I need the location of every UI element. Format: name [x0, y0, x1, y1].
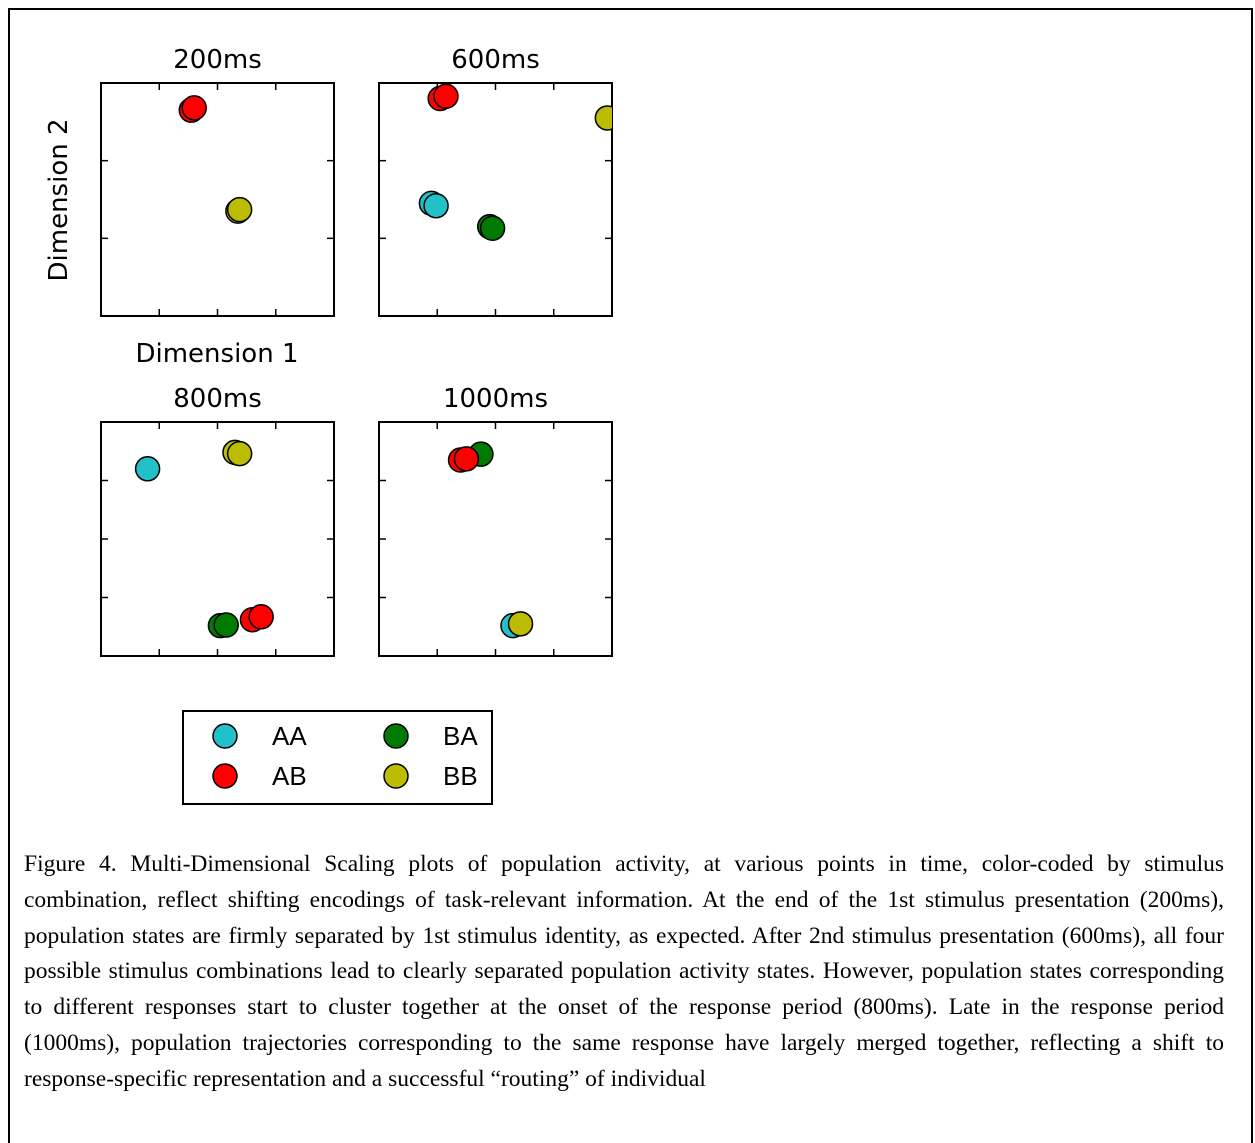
- point-BB: [507, 611, 534, 637]
- legend-label: AA: [272, 721, 307, 751]
- point-BB: [594, 105, 612, 131]
- panels: 200ms 600ms 800ms 1000ms: [100, 45, 613, 657]
- point-BA: [213, 612, 239, 638]
- points: [418, 83, 612, 241]
- legend-label: AB: [272, 761, 307, 791]
- point-AB: [181, 95, 207, 121]
- panel-600ms: 600ms: [378, 45, 613, 317]
- panel-title: 200ms: [173, 45, 262, 75]
- point-AA: [134, 456, 161, 482]
- y-axis-label: Dimension 2: [44, 118, 74, 281]
- legend-box: [182, 710, 493, 805]
- plot-area: [378, 82, 613, 317]
- point-BA: [479, 215, 506, 241]
- point-BB: [226, 440, 253, 467]
- point-BB: [226, 196, 253, 223]
- panel-title: 800ms: [173, 384, 262, 414]
- legend-label: BB: [443, 761, 478, 791]
- legend: AA BA AB BB: [182, 710, 493, 805]
- panel-800ms: 800ms: [100, 384, 335, 657]
- point-AB: [248, 604, 274, 630]
- panel-title: 600ms: [451, 45, 540, 75]
- legend-marker-BA: [383, 723, 409, 749]
- points: [134, 439, 274, 639]
- plot-area: [100, 82, 335, 317]
- panel-title: 1000ms: [443, 384, 548, 414]
- legend-marker-BB: [383, 763, 409, 789]
- figure-caption: Figure 4. Multi-Dimensional Scaling plot…: [24, 851, 1224, 1092]
- scatter-figure: Dimension 2 Dimension 1 200ms 600ms 800ms 1…: [44, 45, 613, 805]
- figure-frame: [8, 8, 1253, 1143]
- legend-marker-AB: [212, 763, 238, 789]
- points: [178, 95, 253, 224]
- plot-area: [378, 421, 613, 657]
- point-AB: [453, 446, 480, 472]
- panel-200ms: 200ms: [100, 45, 335, 317]
- points: [447, 441, 534, 639]
- x-axis-label: Dimension 1: [135, 339, 298, 369]
- point-AA: [423, 192, 449, 219]
- point-AB: [433, 83, 459, 109]
- panel-1000ms: 1000ms: [378, 384, 613, 657]
- legend-label: BA: [443, 721, 478, 751]
- legend-marker-AA: [212, 723, 238, 749]
